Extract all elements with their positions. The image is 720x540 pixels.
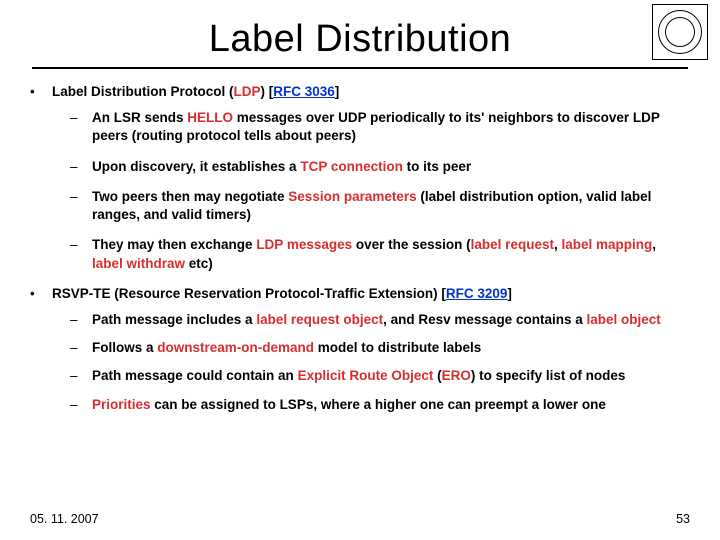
- slide-title: Label Distribution: [0, 18, 720, 61]
- title-area: Label Distribution: [0, 0, 720, 61]
- text: Label Distribution Protocol (: [52, 84, 234, 99]
- dash-marker: –: [70, 236, 92, 272]
- text: Path message could contain an: [92, 368, 298, 383]
- sub-text: Upon discovery, it establishes a TCP con…: [92, 158, 690, 176]
- rfc-link[interactable]: RFC 3036: [273, 84, 335, 99]
- text: They may then exchange: [92, 237, 256, 252]
- footer-page-number: 53: [676, 512, 690, 526]
- ero-term: Explicit Route Object: [298, 368, 434, 383]
- text: Upon discovery, it establishes a: [92, 159, 300, 174]
- priorities-term: Priorities: [92, 397, 151, 412]
- bullet-marker: •: [30, 83, 52, 101]
- slide-footer: 05. 11. 2007 53: [30, 512, 690, 526]
- hello-term: HELLO: [187, 110, 233, 125]
- text: Path message includes a: [92, 312, 256, 327]
- ldp-term: LDP: [234, 84, 261, 99]
- sub-text: Priorities can be assigned to LSPs, wher…: [92, 396, 690, 414]
- downstream-term: downstream-on-demand: [157, 340, 314, 355]
- sub-item: – Two peers then may negotiate Session p…: [70, 188, 690, 224]
- slide-content: • Label Distribution Protocol (LDP) [RFC…: [0, 69, 720, 414]
- footer-date: 05. 11. 2007: [30, 512, 99, 526]
- text: to its peer: [403, 159, 471, 174]
- session-params-term: Session parameters: [288, 189, 416, 204]
- text: ) [: [261, 84, 274, 99]
- bullet-2-text: RSVP-TE (Resource Reservation Protocol-T…: [52, 285, 690, 303]
- sub-item: – Follows a downstream-on-demand model t…: [70, 339, 690, 357]
- dash-marker: –: [70, 188, 92, 224]
- label-request-term: label request: [471, 237, 554, 252]
- text: Two peers then may negotiate: [92, 189, 288, 204]
- dash-marker: –: [70, 367, 92, 385]
- text: An LSR sends: [92, 110, 187, 125]
- text: ]: [507, 286, 512, 301]
- dash-marker: –: [70, 109, 92, 145]
- text: ) to specify list of nodes: [471, 368, 626, 383]
- sub-text: Follows a downstream-on-demand model to …: [92, 339, 690, 357]
- sub-item: – Path message includes a label request …: [70, 311, 690, 329]
- bullet-2-sublist: – Path message includes a label request …: [70, 311, 690, 414]
- sub-text: Two peers then may negotiate Session par…: [92, 188, 690, 224]
- text: over the session (: [352, 237, 471, 252]
- dash-marker: –: [70, 339, 92, 357]
- text: ,: [652, 237, 656, 252]
- sub-text: An LSR sends HELLO messages over UDP per…: [92, 109, 690, 145]
- bullet-marker: •: [30, 285, 52, 303]
- text: ]: [335, 84, 340, 99]
- dash-marker: –: [70, 311, 92, 329]
- sub-item: – Priorities can be assigned to LSPs, wh…: [70, 396, 690, 414]
- text: model to distribute labels: [314, 340, 481, 355]
- sub-item: – They may then exchange LDP messages ov…: [70, 236, 690, 272]
- sub-item: – Path message could contain an Explicit…: [70, 367, 690, 385]
- tcp-term: TCP connection: [300, 159, 403, 174]
- label-object-term: label object: [586, 312, 660, 327]
- sub-text: Path message could contain an Explicit R…: [92, 367, 690, 385]
- institution-logo: [652, 4, 708, 60]
- bullet-1-sublist: – An LSR sends HELLO messages over UDP p…: [70, 109, 690, 273]
- text: , and Resv message contains a: [383, 312, 586, 327]
- bullet-2: • RSVP-TE (Resource Reservation Protocol…: [30, 285, 690, 303]
- label-request-object-term: label request object: [256, 312, 383, 327]
- text: (: [433, 368, 441, 383]
- text: Follows a: [92, 340, 157, 355]
- sub-text: Path message includes a label request ob…: [92, 311, 690, 329]
- bullet-1: • Label Distribution Protocol (LDP) [RFC…: [30, 83, 690, 101]
- ldp-messages-term: LDP messages: [256, 237, 352, 252]
- text: RSVP-TE (Resource Reservation Protocol-T…: [52, 286, 446, 301]
- label-withdraw-term: label withdraw: [92, 256, 185, 271]
- text: etc): [185, 256, 213, 271]
- label-mapping-term: label mapping: [561, 237, 652, 252]
- dash-marker: –: [70, 158, 92, 176]
- rfc-link[interactable]: RFC 3209: [446, 286, 508, 301]
- dash-marker: –: [70, 396, 92, 414]
- sub-item: – Upon discovery, it establishes a TCP c…: [70, 158, 690, 176]
- bullet-1-text: Label Distribution Protocol (LDP) [RFC 3…: [52, 83, 690, 101]
- text: can be assigned to LSPs, where a higher …: [151, 397, 606, 412]
- ero-abbr-term: ERO: [442, 368, 471, 383]
- sub-item: – An LSR sends HELLO messages over UDP p…: [70, 109, 690, 145]
- sub-text: They may then exchange LDP messages over…: [92, 236, 690, 272]
